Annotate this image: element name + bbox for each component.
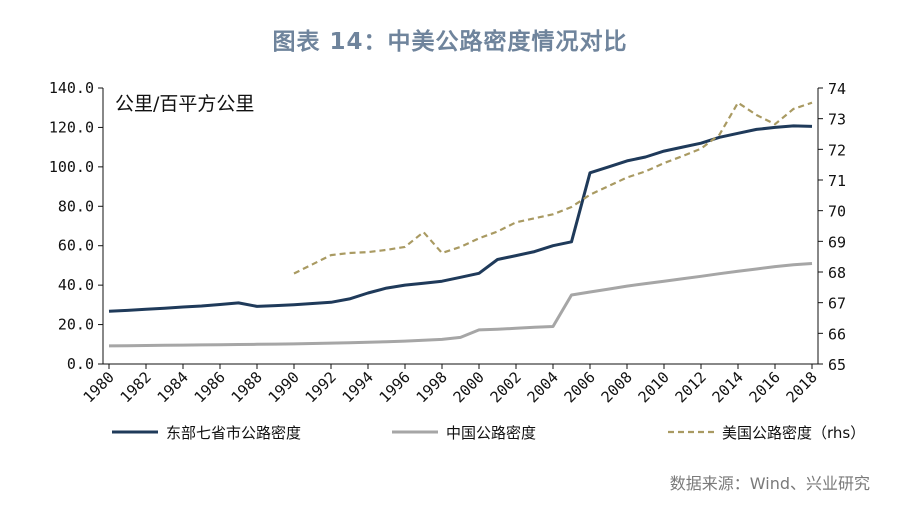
y-right-tick-label: 74 [828,80,846,98]
chart-legend: 东部七省市公路密度 中国公路密度 美国公路密度（rhs） [112,424,865,442]
x-tick-label: 1992 [302,368,340,406]
y-left-tick-label: 40.0 [58,276,94,294]
x-tick-label: 2012 [672,368,710,406]
x-tick-label: 2004 [524,368,562,406]
y-left-tick-label: 60.0 [58,237,94,255]
x-tick-label: 1998 [413,368,451,406]
y-right-tick-label: 73 [828,111,846,129]
x-tick-label: 2014 [709,368,747,406]
y-right-tick-label: 67 [828,295,846,313]
y-left-tick-label: 20.0 [58,316,94,334]
y-right-tick-label: 68 [828,264,846,282]
series-line-1 [108,262,813,348]
y-left-tick-label: 80.0 [58,197,94,215]
series-line-0 [108,124,813,313]
x-tick-label: 1982 [117,368,155,406]
legend-label-0: 东部七省市公路密度 [166,424,301,442]
series-line-2 [293,101,813,275]
y-left-tick-label: 0.0 [67,355,94,373]
x-tick-label: 2008 [598,368,636,406]
data-source-note: 数据来源：Wind、兴业研究 [669,474,870,493]
y-right-tick-label: 66 [828,325,846,343]
x-tick-label: 1984 [154,368,192,406]
x-tick-label: 1980 [80,368,118,406]
chart-series [108,101,813,348]
y-right-tick-label: 69 [828,233,846,251]
y-axis-unit-label: 公里/百平方公里 [115,93,254,115]
x-tick-label: 2002 [487,368,525,406]
y-right-tick-label: 71 [828,172,846,190]
y-right-tick-label: 65 [828,356,846,374]
legend-label-2: 美国公路密度（rhs） [722,424,865,442]
y-left-tick-label: 120.0 [49,118,94,136]
x-tick-label: 1996 [376,368,414,406]
legend-label-1: 中国公路密度 [446,424,536,442]
chart-axes: 0.0 20.0 40.0 60.0 80.0 100.0 120.0 140.0 65 66 67… [49,79,846,406]
x-tick-label: 1988 [228,368,266,406]
x-tick-label: 2000 [450,368,488,406]
x-tick-label: 1990 [265,368,303,406]
x-tick-label: 1994 [339,368,377,406]
y-right-tick-label: 70 [828,203,846,221]
y-left-tick-label: 140.0 [49,79,94,97]
x-tick-label: 2006 [561,368,599,406]
x-tick-label: 2016 [746,368,784,406]
y-left-tick-label: 100.0 [49,158,94,176]
x-tick-label: 2010 [635,368,673,406]
x-tick-label: 1986 [191,368,229,406]
y-right-tick-label: 72 [828,141,846,159]
chart-title: 图表 14：中美公路密度情况对比 [272,29,628,55]
x-tick-label: 2018 [783,368,821,406]
